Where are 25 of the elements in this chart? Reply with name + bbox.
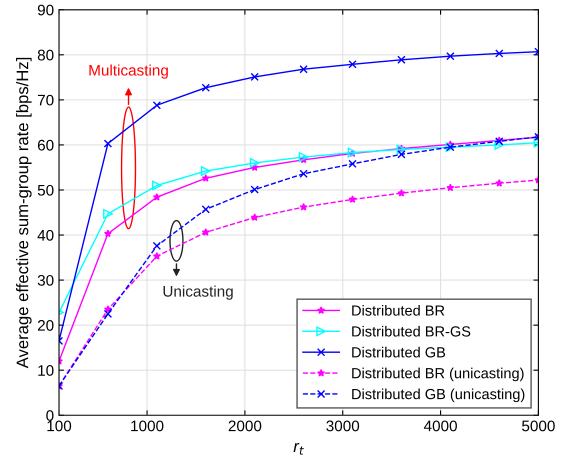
y-tick-label: 70 [38,94,54,106]
x-tick-label: 5000 [522,420,555,432]
x-tick-label: 100 [47,420,72,432]
x-tick-label: 1000 [131,420,164,432]
legend-label: Distributed BR-GS [352,326,470,337]
annotation: Unicasting [164,285,233,300]
y-tick-label: 50 [38,184,54,196]
x-tick-label: 3000 [326,420,360,432]
y-tick-label: 20 [38,320,54,331]
x-tick-label: 2000 [228,420,262,432]
legend-label: Distributed BR [352,304,444,316]
y-axis-title: Average effective sum-group rate [bps/Hz] [16,58,32,368]
y-tick-label: 30 [38,274,54,286]
y-tick-label: 40 [38,230,54,241]
y-tick-label: 10 [38,365,54,376]
y-tick-label: 0 [46,410,54,421]
annotation: Multicasting [89,64,168,79]
legend-label: Distributed GB [352,346,446,358]
y-tick-label: 90 [38,4,54,16]
x-tick-label: 4000 [424,420,457,432]
y-tick-label: 80 [38,50,54,61]
x-axis-title: r$_{t}$ [294,442,304,455]
y-tick-label: 60 [38,140,54,151]
legend-label: Distributed BR (unicasting) [352,368,524,382]
legend-label: Distributed GB (unicasting) [352,388,524,402]
